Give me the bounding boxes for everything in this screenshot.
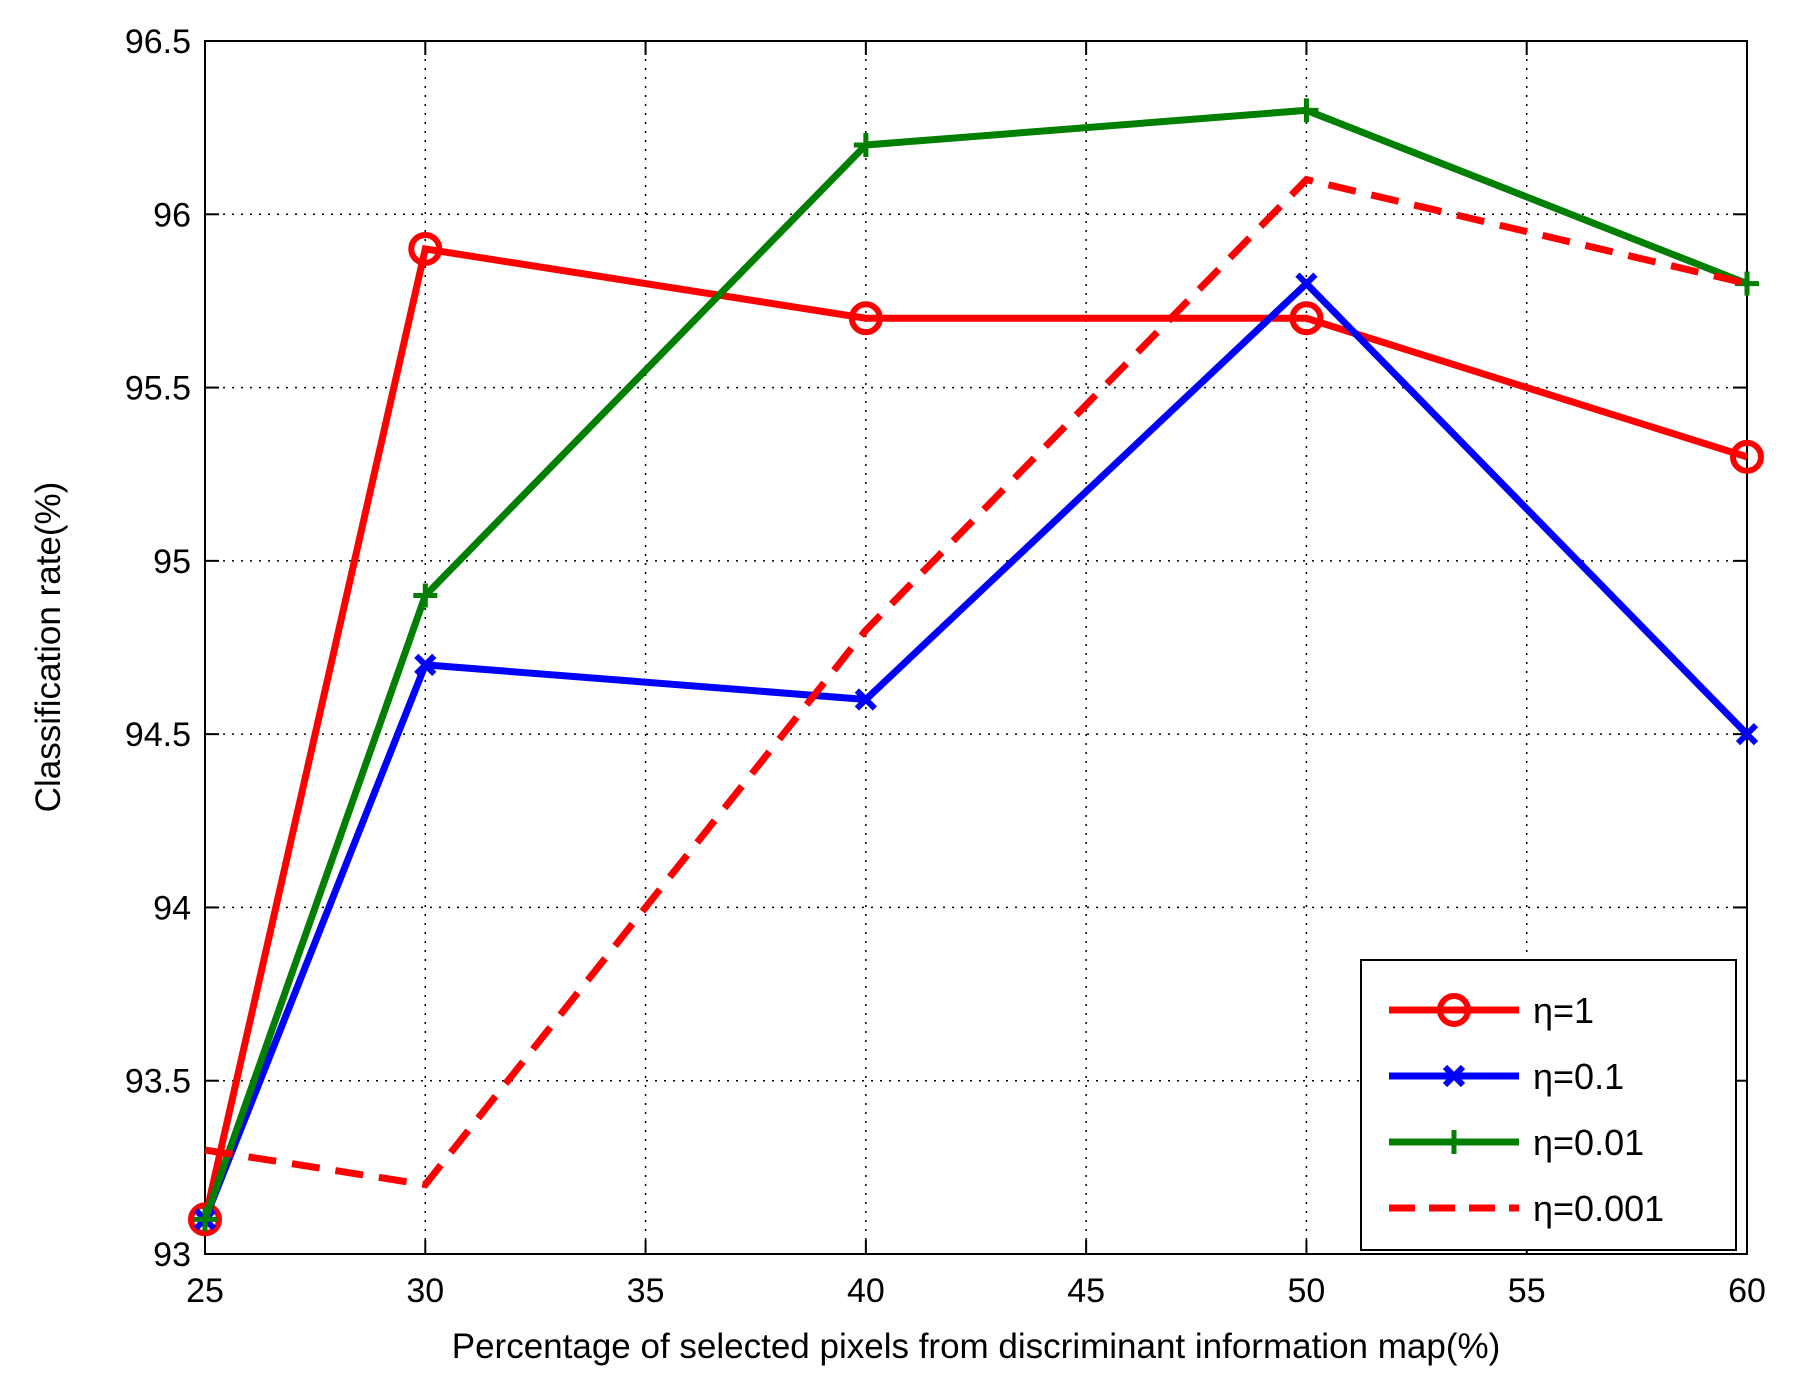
- data-point: [408, 231, 443, 266]
- series-4: [204, 175, 1748, 1189]
- data-point: [853, 132, 878, 157]
- data-point: [854, 688, 877, 711]
- x-tick-label: 60: [1728, 1272, 1766, 1310]
- series-line-1: [201, 244, 1749, 1221]
- series: [188, 98, 1764, 1237]
- data-point: [413, 583, 438, 608]
- x-tick-label: 30: [406, 1272, 444, 1310]
- x-tick-label: 25: [186, 1272, 224, 1310]
- series-1: [188, 231, 1764, 1237]
- plot-area-frame: [204, 40, 1748, 1255]
- data-point: [1289, 301, 1324, 336]
- legend-marker: [1442, 1064, 1466, 1088]
- legend-label: η=0.01: [1533, 1122, 1644, 1163]
- series-line-4: [204, 175, 1748, 1189]
- y-axis-label: Classification rate(%): [29, 482, 68, 813]
- data-point: [1294, 98, 1319, 123]
- series-3: [193, 98, 1759, 1232]
- x-tick-label: 45: [1067, 1272, 1105, 1310]
- x-tick-label: 35: [627, 1272, 665, 1310]
- y-tick-label: 95: [153, 543, 191, 581]
- y-tick-label: 96.5: [125, 23, 191, 61]
- legend-item: η=0.1: [1389, 1056, 1624, 1097]
- y-tick-label: 93: [153, 1236, 191, 1274]
- data-point: [414, 653, 437, 676]
- data-point: [193, 1207, 217, 1232]
- legend-item: η=0.01: [1389, 1122, 1644, 1163]
- x-tick-label: 40: [847, 1272, 885, 1310]
- legend-marker: [1442, 1130, 1466, 1154]
- data-point: [1730, 439, 1764, 474]
- y-tick-label: 96: [153, 196, 191, 234]
- legend-label: η=0.1: [1533, 1056, 1624, 1097]
- data-point: [848, 301, 883, 336]
- legend-item: η=0.001: [1389, 1188, 1664, 1229]
- x-axis-label: Percentage of selected pixels from discr…: [452, 1327, 1501, 1366]
- axis-ticks: 25 30 35 40 45 50 55 60 93 93.5 94 94.5 95 95.5 96 96.5: [125, 23, 1766, 1310]
- y-tick-label: 95.5: [125, 370, 191, 408]
- data-point: [1735, 723, 1759, 746]
- x-tick-label: 50: [1288, 1272, 1326, 1310]
- y-tick-label: 94: [153, 889, 191, 927]
- legend-item: η=1: [1389, 990, 1594, 1031]
- y-tick-label: 93.5: [125, 1063, 191, 1101]
- x-tick-label: 55: [1508, 1272, 1546, 1310]
- legend: η=1 η=0.1 η=0.01 η=0.001: [1360, 959, 1737, 1251]
- data-point: [1295, 272, 1318, 295]
- legend-label: η=1: [1533, 990, 1594, 1031]
- data-point: [188, 1202, 222, 1237]
- y-tick-label: 94.5: [125, 716, 191, 754]
- legend-marker: [1437, 993, 1471, 1027]
- legend-label: η=0.001: [1533, 1188, 1664, 1229]
